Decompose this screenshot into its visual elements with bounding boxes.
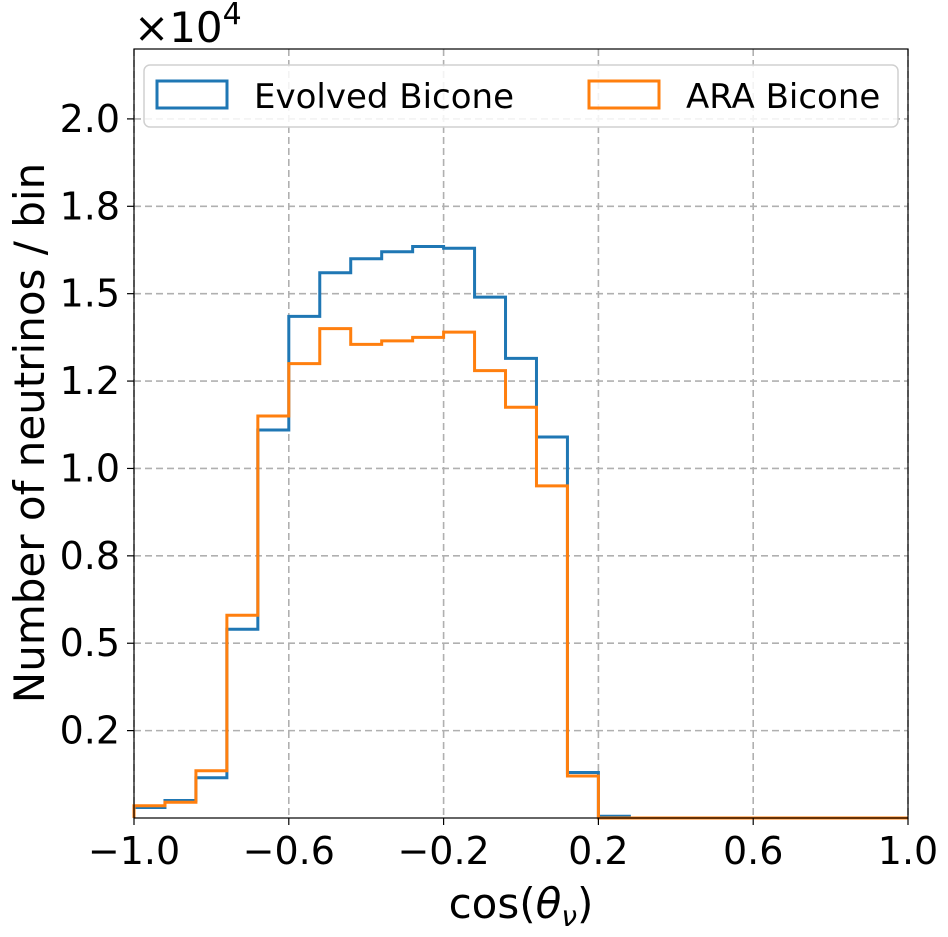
- axes-frame: [133, 48, 909, 819]
- legend-box: [143, 64, 899, 128]
- x-tick-label: −0.2: [397, 829, 489, 873]
- y-tick-label: 2.0: [60, 97, 120, 141]
- y-tick-label: 1.0: [60, 446, 120, 490]
- y-tick-label: 0.2: [60, 709, 120, 753]
- legend-label-evolved: Evolved Bicone: [254, 77, 514, 117]
- x-tick-label: 0.2: [568, 829, 628, 873]
- plot-area: [134, 49, 908, 818]
- legend: Evolved Bicone ARA Bicone: [143, 64, 899, 128]
- x-axis-label: cos(θν): [449, 879, 594, 933]
- legend-swatch-evolved: [155, 79, 229, 110]
- legend-swatch-ara: [587, 79, 661, 110]
- y-tick-label: 1.5: [60, 272, 120, 316]
- x-tick-label: −1.0: [88, 829, 180, 873]
- x-ticks: −1.0 −0.6 −0.2 0.2 0.6 1.0: [88, 818, 938, 873]
- axis-multiplier: ×104: [134, 0, 242, 52]
- y-tick-label: 1.2: [60, 359, 120, 403]
- x-tick-label: 1.0: [878, 829, 938, 873]
- x-tick-label: −0.6: [243, 829, 335, 873]
- x-tick-label: 0.6: [723, 829, 783, 873]
- legend-label-ara: ARA Bicone: [686, 77, 880, 117]
- y-axis-label: Number of neutrinos / bin: [5, 163, 54, 703]
- y-tick-label: 1.8: [60, 184, 120, 228]
- y-tick-label: 0.5: [60, 621, 120, 665]
- y-tick-label: 0.8: [60, 534, 120, 578]
- y-ticks: 0.2 0.5 0.8 1.0 1.2 1.5 1.8 2.0: [60, 97, 134, 753]
